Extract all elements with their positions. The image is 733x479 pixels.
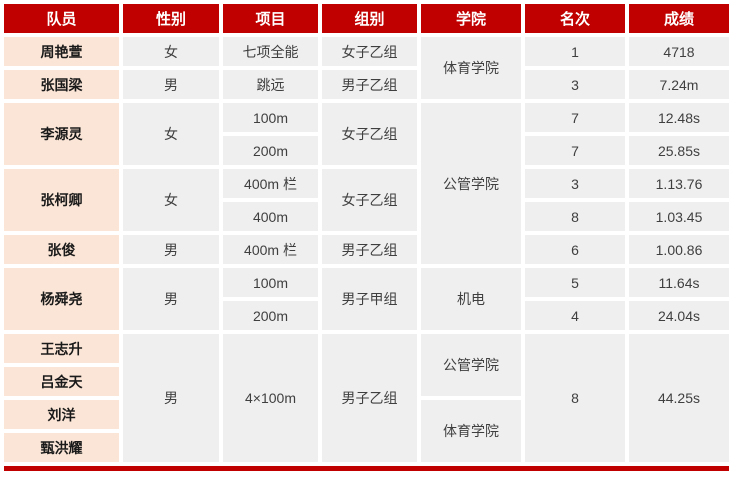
cell-gender: 女 <box>123 103 219 165</box>
cell-name: 张俊 <box>4 235 119 264</box>
cell-college: 体育学院 <box>421 400 521 462</box>
cell-rank: 7 <box>525 136 625 165</box>
cell-college: 体育学院 <box>421 37 521 99</box>
cell-group: 女子乙组 <box>322 37 417 66</box>
table-row: 张柯卿 女 400m 栏 女子乙组 3 1.13.76 <box>4 169 729 231</box>
cell-rank: 3 <box>525 169 625 198</box>
table-row: 周艳萱 女 七项全能 女子乙组 体育学院 1 4718 <box>4 37 729 99</box>
cell-group: 女子乙组 <box>322 169 417 231</box>
cell-name: 周艳萱 <box>4 37 119 66</box>
cell-score: 12.48s <box>629 103 729 132</box>
cell-gender: 男 <box>123 235 219 264</box>
table-row: 200m 7 25.85s <box>4 136 729 165</box>
cell-name: 王志升 <box>4 334 119 363</box>
table-row: 杨舜尧 男 100m 男子甲组 机电 5 11.64s <box>4 268 729 330</box>
cell-score: 24.04s <box>629 301 729 330</box>
table-row: 200m 4 24.04s <box>4 301 729 330</box>
cell-group: 男子乙组 <box>322 70 417 99</box>
cell-rank: 3 <box>525 70 625 99</box>
cell-college: 公管学院 <box>421 103 521 264</box>
table-row: 刘洋 体育学院 <box>4 400 729 462</box>
header-cell-gender: 性别 <box>123 4 219 33</box>
results-table: 队员 性别 项目 组别 学院 名次 成绩 周艳萱 女 七项全能 女子乙组 体育学… <box>4 4 729 462</box>
cell-rank: 8 <box>525 334 625 462</box>
cell-score: 1.13.76 <box>629 169 729 198</box>
header-cell-member: 队员 <box>4 4 119 33</box>
header-cell-group: 组别 <box>322 4 417 33</box>
cell-gender: 女 <box>123 37 219 66</box>
table-row: 甄洪耀 <box>4 433 729 462</box>
cell-gender: 男 <box>123 268 219 330</box>
cell-name: 刘洋 <box>4 400 119 429</box>
cell-gender: 男 <box>123 334 219 462</box>
table-row: 吕金天 <box>4 367 729 396</box>
cell-rank: 6 <box>525 235 625 264</box>
cell-rank: 4 <box>525 301 625 330</box>
cell-group: 男子甲组 <box>322 268 417 330</box>
cell-event: 100m <box>223 268 318 297</box>
table-bottom-border <box>4 466 729 471</box>
header-cell-event: 项目 <box>223 4 318 33</box>
cell-score: 25.85s <box>629 136 729 165</box>
cell-name: 甄洪耀 <box>4 433 119 462</box>
cell-rank: 5 <box>525 268 625 297</box>
cell-name: 吕金天 <box>4 367 119 396</box>
table-row: 王志升 男 4×100m 男子乙组 公管学院 8 44.25s <box>4 334 729 462</box>
cell-rank: 7 <box>525 103 625 132</box>
header-cell-rank: 名次 <box>525 4 625 33</box>
cell-event: 400m 栏 <box>223 235 318 264</box>
table-row: 400m 8 1.03.45 <box>4 202 729 231</box>
cell-event: 400m 栏 <box>223 169 318 198</box>
cell-college: 机电 <box>421 268 521 330</box>
cell-name: 张国梁 <box>4 70 119 99</box>
cell-event: 100m <box>223 103 318 132</box>
cell-rank: 8 <box>525 202 625 231</box>
cell-group: 男子乙组 <box>322 334 417 462</box>
cell-group: 女子乙组 <box>322 103 417 165</box>
cell-name: 张柯卿 <box>4 169 119 231</box>
cell-event: 200m <box>223 301 318 330</box>
cell-gender: 男 <box>123 70 219 99</box>
cell-score: 44.25s <box>629 334 729 462</box>
header-cell-score: 成绩 <box>629 4 729 33</box>
header-cell-college: 学院 <box>421 4 521 33</box>
table-row: 张俊 男 400m 栏 男子乙组 6 1.00.86 <box>4 235 729 264</box>
cell-name: 李源灵 <box>4 103 119 165</box>
cell-event: 七项全能 <box>223 37 318 66</box>
cell-score: 7.24m <box>629 70 729 99</box>
cell-score: 4718 <box>629 37 729 66</box>
table-row: 李源灵 女 100m 女子乙组 公管学院 7 12.48s <box>4 103 729 264</box>
cell-score: 11.64s <box>629 268 729 297</box>
cell-rank: 1 <box>525 37 625 66</box>
table-header-row: 队员 性别 项目 组别 学院 名次 成绩 <box>4 4 729 33</box>
cell-name: 杨舜尧 <box>4 268 119 330</box>
cell-event: 跳远 <box>223 70 318 99</box>
cell-group: 男子乙组 <box>322 235 417 264</box>
cell-gender: 女 <box>123 169 219 231</box>
cell-event: 4×100m <box>223 334 318 462</box>
cell-event: 200m <box>223 136 318 165</box>
table-row: 张国梁 男 跳远 男子乙组 3 7.24m <box>4 70 729 99</box>
cell-score: 1.03.45 <box>629 202 729 231</box>
cell-college: 公管学院 <box>421 334 521 396</box>
cell-event: 400m <box>223 202 318 231</box>
cell-score: 1.00.86 <box>629 235 729 264</box>
